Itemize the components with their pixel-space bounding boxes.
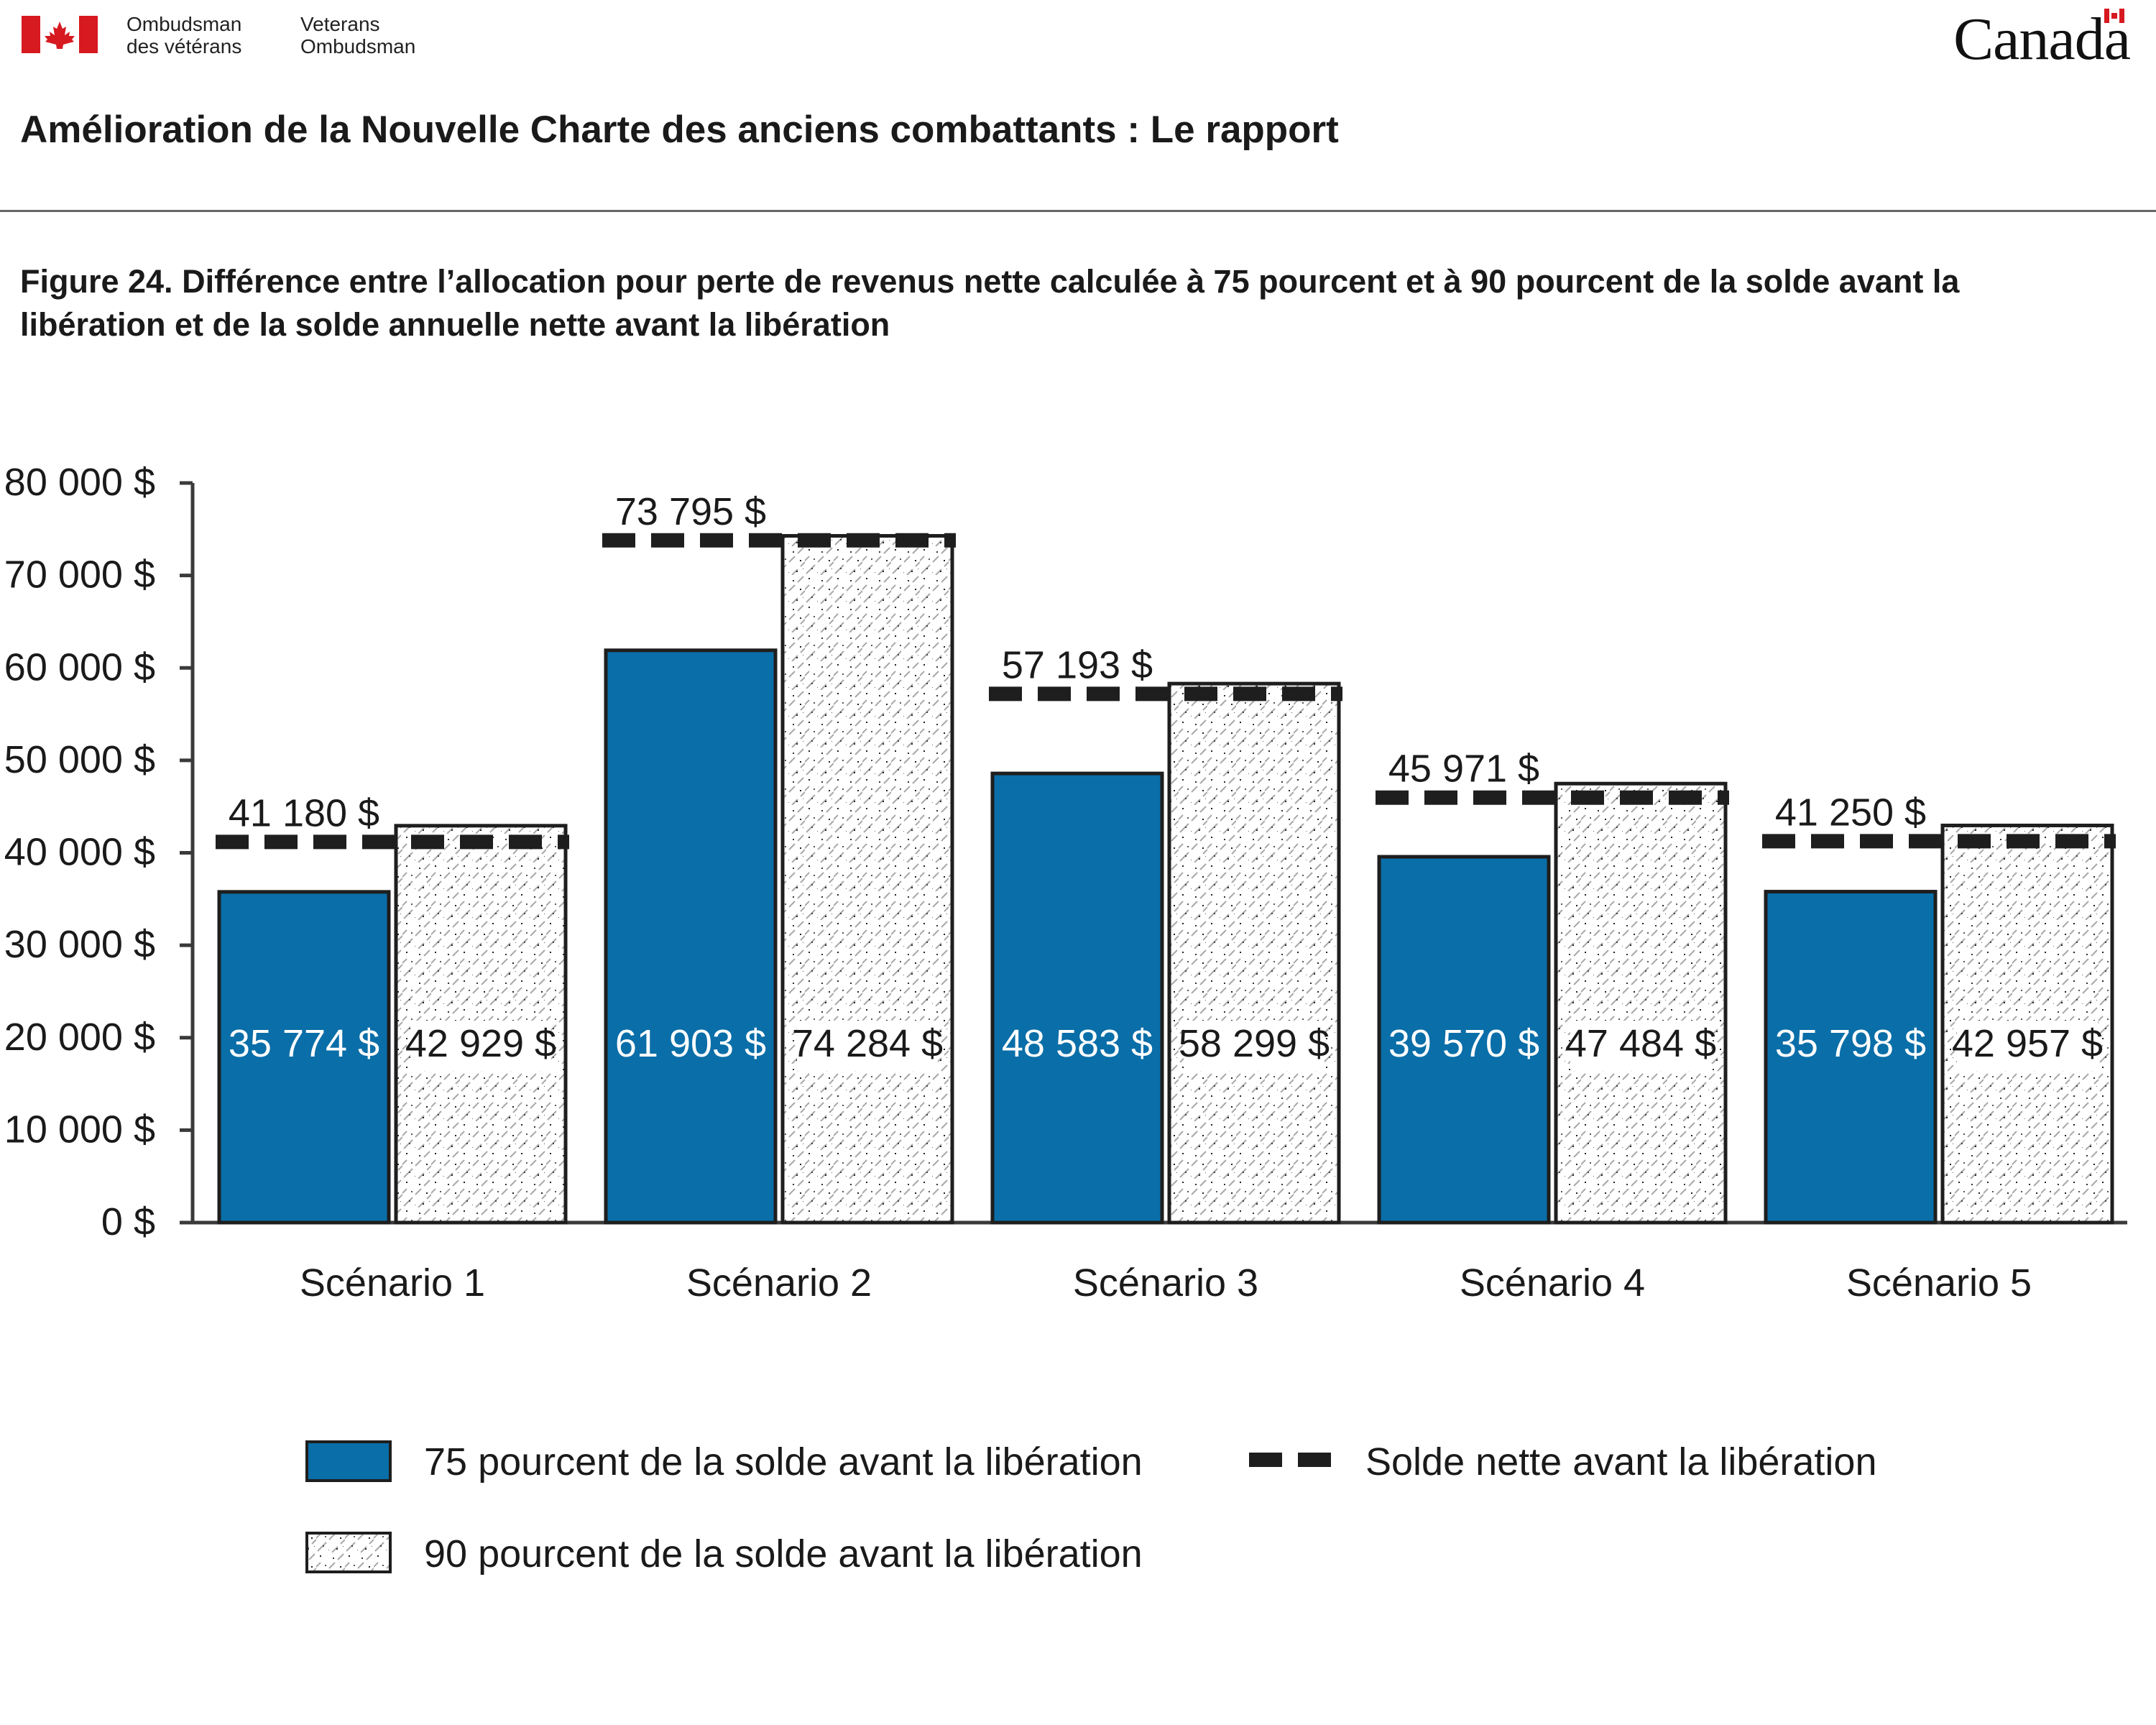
bar-90-value-label: 42 957 $ (1952, 1022, 2103, 1065)
bar-90-percent (1554, 781, 1728, 1225)
y-tick-label: 70 000 $ (4, 553, 155, 597)
header: Ombudsman des vétérans Veterans Ombudsma… (0, 0, 2156, 73)
bar-90-value-label: 74 284 $ (792, 1022, 943, 1065)
legend-label-net-pay: Solde nette avant la libération (1365, 1440, 1877, 1484)
bars (217, 534, 2114, 1225)
net-pay-reference-label: 41 250 $ (1775, 791, 1926, 834)
y-tick-label: 30 000 $ (4, 923, 155, 966)
y-tick-label: 40 000 $ (4, 831, 155, 874)
bar-90-percent (1167, 681, 1341, 1225)
y-tick-label: 50 000 $ (4, 738, 155, 781)
org-name-en-line1: Veterans (300, 13, 380, 35)
x-category-label: Scénario 3 (1073, 1261, 1258, 1305)
org-name-fr-line2: des vétérans (126, 35, 242, 58)
label-backdrop (1010, 1021, 1145, 1071)
y-tick-label: 20 000 $ (4, 1016, 155, 1059)
org-name-fr-line1: Ombudsman (126, 13, 242, 35)
label-backdrop (1783, 1021, 1918, 1071)
net-pay-reference-label: 41 180 $ (229, 791, 379, 834)
legend-swatch-90-percent (305, 1532, 392, 1573)
y-tick-label: 0 $ (101, 1200, 155, 1243)
bar-75-value-label: 61 903 $ (615, 1022, 766, 1065)
net-pay-reference-label: 45 971 $ (1388, 748, 1539, 791)
bar-75-value-label: 48 583 $ (1002, 1022, 1153, 1065)
label-backdrop (1957, 1021, 2098, 1071)
label-backdrop (1570, 1021, 1711, 1071)
label-backdrop (410, 1021, 551, 1071)
net-pay-reference-label: 73 795 $ (615, 490, 766, 533)
bar-75-value-label: 35 774 $ (229, 1022, 379, 1065)
label-backdrop (1396, 1021, 1531, 1071)
y-tick-label: 10 000 $ (4, 1108, 155, 1151)
x-category-label: Scénario 4 (1460, 1261, 1645, 1305)
bar-75-percent (604, 648, 778, 1225)
bar-90-value-label: 58 299 $ (1179, 1022, 1330, 1065)
canada-flag-icon (22, 16, 98, 53)
x-category-label: Scénario 5 (1846, 1261, 2032, 1305)
y-tick-label: 60 000 $ (4, 645, 155, 689)
data-labels: 35 774 $ 42 929 $ Scénario 1 61 903 $ 74 284… (229, 1021, 2103, 1305)
bar-90-value-label: 47 484 $ (1565, 1022, 1716, 1065)
legend-label-75-percent: 75 pourcent de la solde avant la libérat… (424, 1440, 1143, 1484)
label-backdrop (236, 1021, 372, 1071)
report-title: Amélioration de la Nouvelle Charte des a… (20, 109, 1339, 151)
org-name-en: Veterans Ombudsman (300, 13, 415, 58)
bar-90-percent (780, 534, 954, 1225)
reference-lines: 41 180 $ 73 795 $ 57 193 $ 45 971 $ 41 250 $ (216, 490, 2116, 850)
label-backdrop (623, 1021, 758, 1071)
bar-75-value-label: 35 798 $ (1775, 1022, 1926, 1065)
label-backdrop (797, 1021, 938, 1071)
org-name-en-line2: Ombudsman (300, 35, 416, 58)
bar-75-percent (990, 771, 1164, 1225)
canada-wordmark: Canada (1953, 6, 2131, 73)
net-pay-reference-label: 57 193 $ (1002, 643, 1153, 686)
legend-label-90-percent: 90 pourcent de la solde avant la libérat… (424, 1532, 1143, 1576)
bar-90-value-label: 42 929 $ (405, 1022, 556, 1065)
wordmark-flag-icon (2104, 9, 2124, 23)
header-divider (0, 210, 2156, 212)
x-category-label: Scénario 2 (686, 1261, 872, 1305)
x-category-label: Scénario 1 (300, 1261, 485, 1305)
legend-swatch-75-percent (305, 1440, 392, 1482)
org-name-fr: Ombudsman des vétérans (126, 13, 241, 58)
bar-75-value-label: 39 570 $ (1388, 1022, 1539, 1065)
y-tick-label: 80 000 $ (4, 461, 155, 504)
legend: 75 pourcent de la solde avant la libérat… (305, 1440, 1877, 1576)
bar-chart: 0 $ 10 000 $ 20 000 $ 30 000 $ 40 000 $ 50 00… (4, 461, 2127, 1576)
label-backdrop (1184, 1021, 1325, 1071)
figure-title: Figure 24. Différence entre l’allocation… (20, 263, 1960, 343)
